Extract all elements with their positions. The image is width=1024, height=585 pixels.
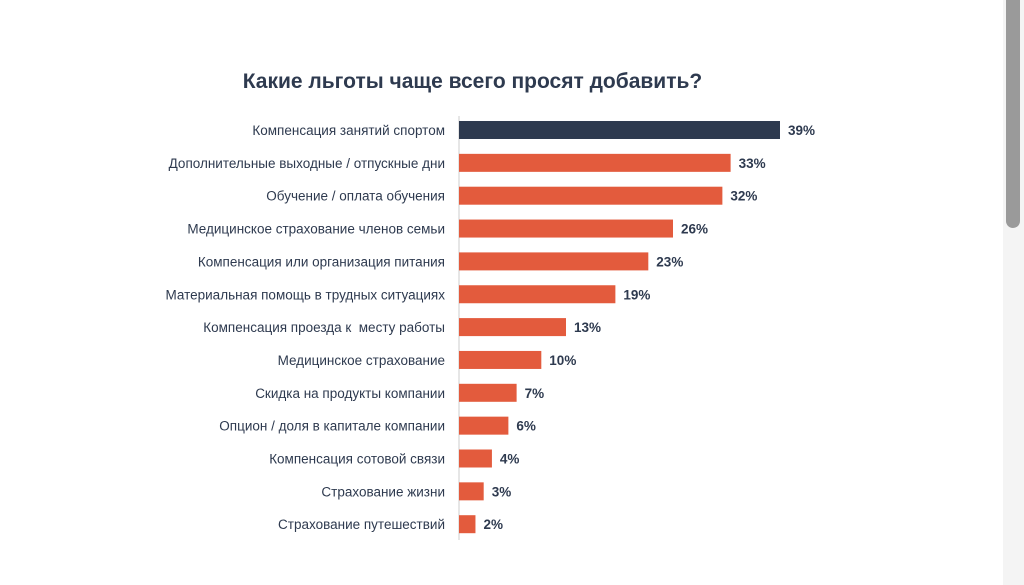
value-label: 39% — [788, 123, 815, 138]
value-label: 10% — [549, 353, 576, 368]
value-label: 23% — [656, 254, 683, 269]
value-label: 7% — [525, 386, 545, 401]
chart-title: Какие льготы чаще всего просят добавить? — [242, 70, 703, 93]
category-label: Страхование путешествий — [278, 517, 445, 532]
bar — [459, 121, 780, 139]
value-label: 4% — [500, 452, 520, 467]
bar — [459, 416, 509, 435]
bar — [459, 186, 723, 205]
bar — [459, 252, 649, 271]
bars-group: Компенсация занятий спортом 39% Дополнител… — [165, 121, 815, 534]
bar — [459, 318, 566, 337]
bar — [459, 383, 517, 402]
category-label: Компенсация сотовой связи — [269, 452, 445, 467]
scrollbar-thumb[interactable] — [1006, 0, 1020, 228]
bar — [459, 515, 476, 534]
value-label: 6% — [516, 419, 536, 434]
category-label: Скидка на продукты компании — [255, 386, 445, 401]
category-label: Медицинское страхование — [278, 353, 445, 368]
category-label: Обучение / оплата обучения — [266, 189, 445, 204]
category-label: Дополнительные выходные / отпускные дни — [169, 156, 445, 171]
value-label: 19% — [623, 287, 650, 302]
category-label: Страхование жизни — [321, 484, 445, 499]
category-label: Опцион / доля в капитале компании — [219, 419, 445, 434]
category-label: Компенсация занятий спортом — [252, 123, 445, 138]
category-label: Компенсация или организация питания — [198, 254, 445, 269]
value-label: 33% — [739, 156, 766, 171]
bar-chart: Компенсация занятий спортом 39% Дополнител… — [165, 116, 815, 540]
value-label: 2% — [483, 517, 503, 532]
value-label: 13% — [574, 320, 601, 335]
value-label: 26% — [681, 222, 708, 237]
bar — [459, 219, 673, 238]
value-label: 32% — [730, 189, 757, 204]
value-label: 3% — [492, 484, 512, 499]
category-label: Компенсация проезда к месту работы — [203, 320, 445, 335]
bar — [459, 153, 731, 172]
category-label: Медицинское страхование членов семьи — [187, 222, 445, 237]
bar — [459, 285, 616, 304]
bar — [459, 482, 484, 501]
bar — [459, 350, 542, 369]
category-label: Материальная помощь в трудных ситуациях — [165, 287, 445, 302]
bar — [459, 449, 492, 468]
